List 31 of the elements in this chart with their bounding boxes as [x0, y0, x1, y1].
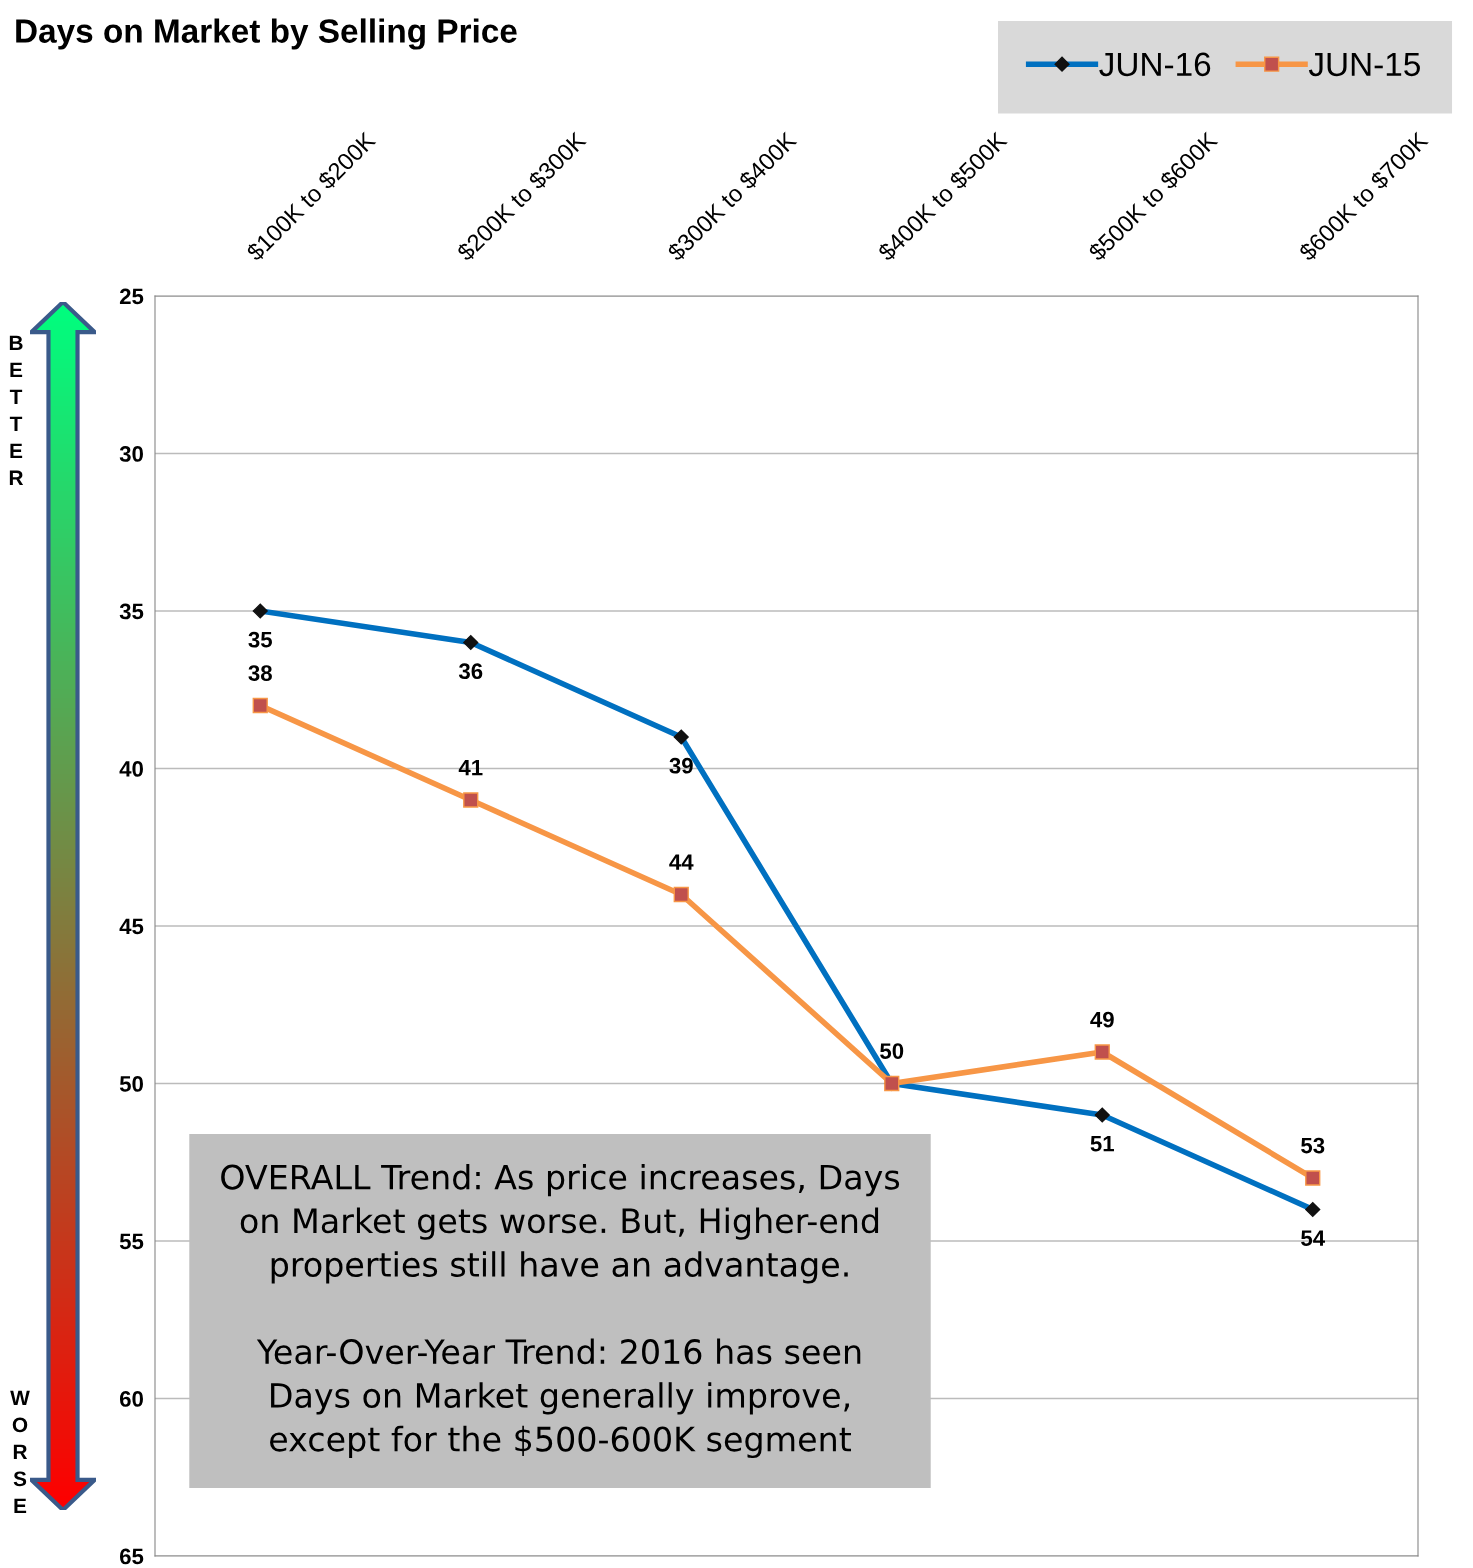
y-tick-label: 30	[119, 446, 143, 462]
y-tick-label: 65	[119, 1548, 144, 1565]
data-label: 44	[669, 854, 694, 870]
data-label: 39	[669, 757, 693, 774]
data-label: 51	[1090, 1136, 1114, 1152]
legend-label: JUN-15	[1308, 52, 1420, 77]
y-tick-label: 55	[119, 1233, 144, 1250]
text: WORSE	[10, 1390, 30, 1513]
data-label: 54	[1301, 1230, 1325, 1247]
point	[673, 886, 689, 903]
data-label: 36	[458, 663, 483, 680]
point	[463, 792, 479, 808]
point	[1305, 1170, 1321, 1186]
data-label: 35	[248, 631, 272, 648]
y-tick-label: 40	[119, 761, 143, 777]
data-label: 49	[1090, 1011, 1114, 1028]
point	[252, 697, 268, 714]
y-tick-label: 45	[119, 918, 144, 935]
y-tick-label: 35	[119, 603, 144, 620]
data-label: 50	[880, 1043, 904, 1059]
chart-title: Days on Market by Selling Price	[16, 18, 517, 50]
y-tick-label: 25	[119, 288, 144, 305]
data-label: 38	[248, 665, 272, 681]
text: OVERALL Trend: As price increases, Days on Market gets worse. But, Higher-end properties still have an advantage. Year-Over-Year Trend: 2016 has seen Days on Market generally improve, except for the $500-600K segment	[221, 1163, 900, 1459]
text: BETTER	[9, 335, 24, 485]
legend-label: JUN-16	[1099, 52, 1211, 77]
data-label: 41	[458, 759, 483, 776]
y-tick-label: 60	[119, 1391, 143, 1407]
point	[1094, 1044, 1110, 1060]
data-label: 53	[1301, 1137, 1325, 1154]
y-tick-label: 50	[119, 1076, 143, 1092]
